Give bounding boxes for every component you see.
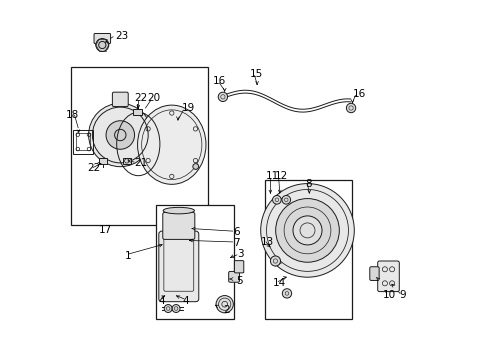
FancyBboxPatch shape bbox=[377, 261, 399, 292]
Text: 4: 4 bbox=[159, 296, 165, 306]
Bar bbox=[73, 130, 93, 154]
Bar bbox=[133, 109, 141, 115]
Text: 20: 20 bbox=[147, 93, 160, 103]
Circle shape bbox=[96, 39, 108, 51]
Bar bbox=[76, 133, 90, 150]
Circle shape bbox=[164, 305, 172, 312]
Text: 17: 17 bbox=[99, 225, 112, 235]
Text: 8: 8 bbox=[305, 179, 311, 189]
Text: 1: 1 bbox=[125, 251, 131, 261]
Text: 18: 18 bbox=[66, 110, 80, 120]
Text: 13: 13 bbox=[260, 237, 273, 247]
Text: 16: 16 bbox=[213, 76, 226, 86]
Circle shape bbox=[282, 289, 291, 298]
FancyBboxPatch shape bbox=[369, 267, 378, 280]
Text: 11: 11 bbox=[265, 171, 278, 181]
Circle shape bbox=[218, 92, 227, 102]
Text: 22: 22 bbox=[87, 163, 100, 174]
Circle shape bbox=[346, 103, 355, 113]
Ellipse shape bbox=[163, 207, 194, 214]
Text: 7: 7 bbox=[232, 238, 239, 248]
Text: 5: 5 bbox=[235, 276, 242, 286]
Text: 12: 12 bbox=[275, 171, 288, 181]
Bar bbox=[99, 158, 106, 164]
Ellipse shape bbox=[137, 105, 205, 184]
Circle shape bbox=[260, 184, 354, 277]
Text: 14: 14 bbox=[273, 278, 286, 288]
Circle shape bbox=[270, 256, 280, 266]
Text: 15: 15 bbox=[249, 69, 263, 79]
FancyBboxPatch shape bbox=[94, 33, 110, 44]
Text: 19: 19 bbox=[181, 103, 194, 113]
Circle shape bbox=[192, 163, 198, 169]
Bar bbox=[265, 180, 351, 319]
FancyBboxPatch shape bbox=[234, 261, 244, 273]
Text: 16: 16 bbox=[352, 89, 365, 99]
Bar bbox=[122, 158, 130, 164]
Text: 6: 6 bbox=[232, 227, 239, 237]
Bar bbox=[156, 205, 233, 319]
Ellipse shape bbox=[216, 296, 233, 313]
Text: 3: 3 bbox=[237, 249, 244, 259]
Circle shape bbox=[88, 103, 152, 167]
Circle shape bbox=[275, 199, 339, 262]
Text: 2: 2 bbox=[223, 305, 229, 315]
Circle shape bbox=[172, 305, 180, 312]
FancyBboxPatch shape bbox=[159, 231, 199, 302]
Text: 9: 9 bbox=[399, 290, 405, 300]
FancyBboxPatch shape bbox=[163, 212, 194, 239]
Circle shape bbox=[292, 216, 322, 245]
Circle shape bbox=[282, 195, 290, 204]
Circle shape bbox=[106, 121, 134, 149]
Text: 22: 22 bbox=[134, 93, 148, 103]
Text: 10: 10 bbox=[382, 290, 395, 300]
Text: 4: 4 bbox=[182, 296, 189, 306]
Text: 23: 23 bbox=[115, 31, 129, 41]
Bar bbox=[71, 67, 207, 225]
Circle shape bbox=[272, 195, 281, 204]
FancyBboxPatch shape bbox=[228, 271, 239, 282]
FancyBboxPatch shape bbox=[112, 92, 128, 107]
Text: 21: 21 bbox=[134, 158, 148, 168]
